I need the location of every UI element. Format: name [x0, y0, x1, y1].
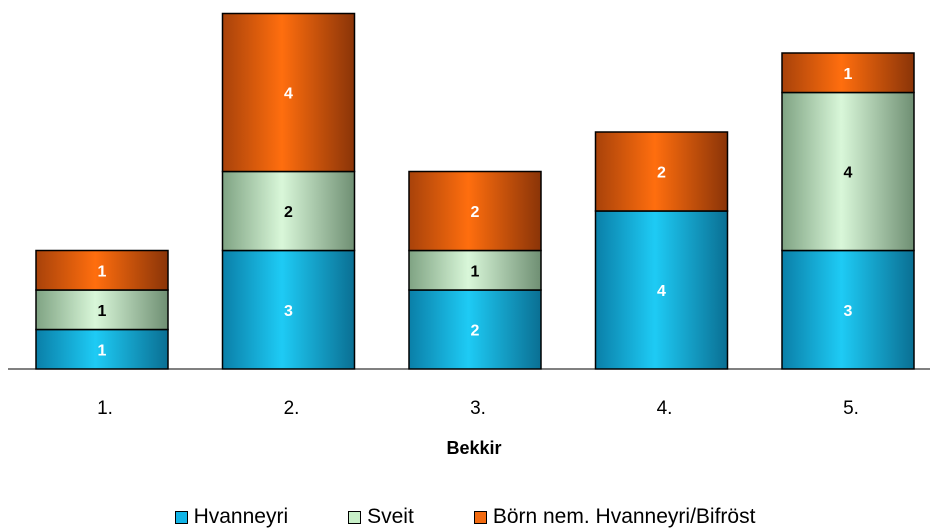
bar-segment	[594, 210, 729, 370]
data-label: 3	[284, 303, 293, 320]
bar-segment	[35, 289, 169, 331]
stacked-bar-chart: 1 1 1 3 2 4 2 1 2 4 2 3 4 1 1. 2. 3. 4. 5. Bekkir	[8, 12, 930, 458]
bar-segment	[781, 249, 915, 370]
bar-segment	[781, 91, 915, 252]
data-label: 1	[98, 303, 107, 320]
x-tick-label: 1.	[97, 398, 113, 419]
legend-swatch-born	[473, 510, 487, 524]
bar-segment	[594, 131, 729, 212]
x-tick-label: 3.	[470, 398, 486, 419]
data-label: 1	[98, 342, 107, 359]
bar-segment	[408, 170, 542, 252]
bar-segment	[408, 249, 542, 291]
data-label: 2	[471, 323, 480, 340]
x-tick-label: 2.	[284, 398, 300, 419]
bar-segment	[35, 249, 169, 291]
data-label: 4	[844, 165, 853, 182]
x-tick-labels: 1. 2. 3. 4. 5.	[97, 398, 859, 419]
data-label: 4	[284, 86, 293, 103]
legend-swatch-sveit	[348, 510, 362, 524]
bar-segment	[221, 170, 356, 252]
x-axis-title: Bekkir	[446, 438, 501, 458]
legend-label: Börn nem. Hvanneyri/Bifröst	[492, 505, 756, 528]
legend-item-hvanneyri: Hvanneyri	[174, 505, 289, 529]
data-label: 1	[844, 66, 853, 83]
x-tick-label: 5.	[843, 398, 859, 419]
legend: Hvanneyri Sveit Börn nem. Hvanneyri/Bifr…	[0, 505, 930, 529]
legend-item-born: Börn nem. Hvanneyri/Bifröst	[473, 505, 756, 529]
x-tick-label: 4.	[657, 398, 673, 419]
legend-swatch-hvanneyri	[174, 510, 188, 524]
data-label: 2	[471, 204, 480, 221]
bars-group: 1 1 1 3 2 4 2 1 2 4 2 3 4 1	[35, 12, 915, 370]
data-label: 2	[284, 204, 293, 221]
data-label: 1	[471, 263, 480, 280]
legend-item-sveit: Sveit	[348, 505, 414, 529]
bar-segment	[35, 328, 169, 370]
data-label: 3	[844, 303, 853, 320]
bar-segment	[221, 12, 356, 173]
data-label: 1	[98, 263, 107, 280]
legend-label: Hvanneyri	[193, 505, 289, 528]
data-label: 4	[657, 283, 666, 300]
bar-segment	[221, 249, 356, 370]
data-label: 2	[657, 165, 666, 182]
legend-label: Sveit	[367, 505, 414, 528]
bar-segment	[781, 52, 915, 94]
